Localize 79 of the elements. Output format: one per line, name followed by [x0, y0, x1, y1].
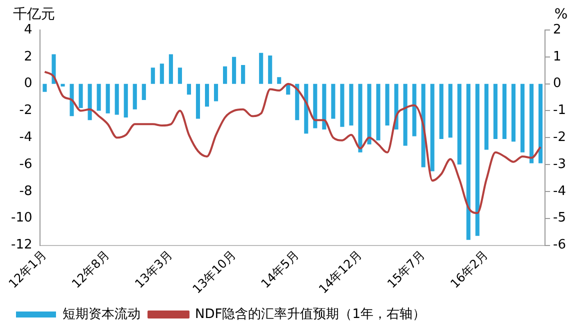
y-tick-label: 0 [24, 76, 32, 92]
bar [186, 84, 191, 95]
bar [259, 52, 264, 84]
bar [60, 84, 65, 87]
legend-label: 短期资本流动 [62, 306, 140, 322]
bar [484, 84, 488, 150]
bar [96, 84, 101, 111]
x-tick-label: 13年3月 [132, 248, 176, 291]
y2-tick-label: -1 [553, 103, 566, 118]
bar [114, 84, 119, 115]
bar [502, 84, 506, 139]
y-tick-label: -2 [19, 103, 32, 118]
y2-tick-label: -2 [553, 130, 566, 145]
y2-axis-title: % [554, 6, 568, 23]
y-tick-label: -6 [19, 156, 32, 172]
bar [367, 84, 372, 144]
bar [520, 84, 525, 152]
bar [475, 84, 480, 236]
y-tick-label: -8 [19, 184, 32, 199]
bar [358, 84, 362, 152]
y-tick-label: 4 [24, 22, 32, 38]
bar [295, 84, 300, 120]
bar [349, 84, 354, 126]
bar [168, 54, 173, 84]
bar [223, 66, 228, 84]
y-tick-label: -10 [11, 210, 32, 226]
x-tick-label: 16年2月 [448, 248, 491, 291]
bar [430, 84, 434, 172]
legend-label: NDF隐含的汇率升值预期（1年，右轴） [195, 306, 426, 322]
line-series [44, 70, 542, 214]
bar [277, 77, 282, 84]
bar [466, 84, 470, 240]
bar [268, 56, 272, 84]
bar [385, 84, 390, 126]
y-tick-label: 2 [24, 49, 32, 64]
bar [322, 84, 326, 130]
y2-tick-label: 0 [553, 76, 562, 92]
bar [511, 84, 516, 142]
bar [150, 68, 155, 84]
bar [439, 84, 444, 139]
bar [448, 84, 452, 138]
y2-tick-label: 1 [553, 49, 562, 64]
bar [178, 68, 182, 84]
bar [78, 84, 83, 108]
bar [214, 84, 218, 102]
bar [42, 84, 47, 92]
bar [142, 84, 146, 100]
bar [196, 84, 200, 119]
y-tick-label: -4 [19, 130, 32, 145]
bar [538, 84, 543, 164]
bar [313, 84, 318, 128]
bar [106, 84, 110, 114]
bar [340, 84, 344, 127]
bar [124, 84, 128, 118]
y2-tick-label: -3 [553, 156, 566, 172]
x-tick-label: 14年12月 [316, 248, 365, 296]
bar [241, 64, 246, 84]
bar [403, 84, 408, 146]
x-tick-label: 14年5月 [258, 248, 302, 291]
bar [493, 84, 498, 139]
bar [132, 84, 137, 110]
bar [331, 84, 336, 119]
bar [204, 84, 210, 107]
bar [457, 84, 462, 165]
bar [304, 84, 308, 134]
bar [88, 84, 92, 120]
bar [412, 84, 416, 136]
y2-tick-label: -5 [553, 210, 566, 226]
x-tick-label: 13年10月 [190, 248, 238, 296]
y2-tick-label: -6 [553, 238, 566, 253]
bar [232, 56, 236, 84]
bar [529, 84, 534, 164]
y-axis-title: 千亿元 [13, 6, 55, 23]
bar [160, 64, 164, 84]
bar [376, 84, 380, 140]
x-tick-label: 12年8月 [69, 248, 112, 291]
y2-tick-label: 2 [553, 22, 562, 38]
x-tick-label: 15年7月 [384, 248, 428, 291]
y2-tick-label: -4 [553, 184, 566, 199]
